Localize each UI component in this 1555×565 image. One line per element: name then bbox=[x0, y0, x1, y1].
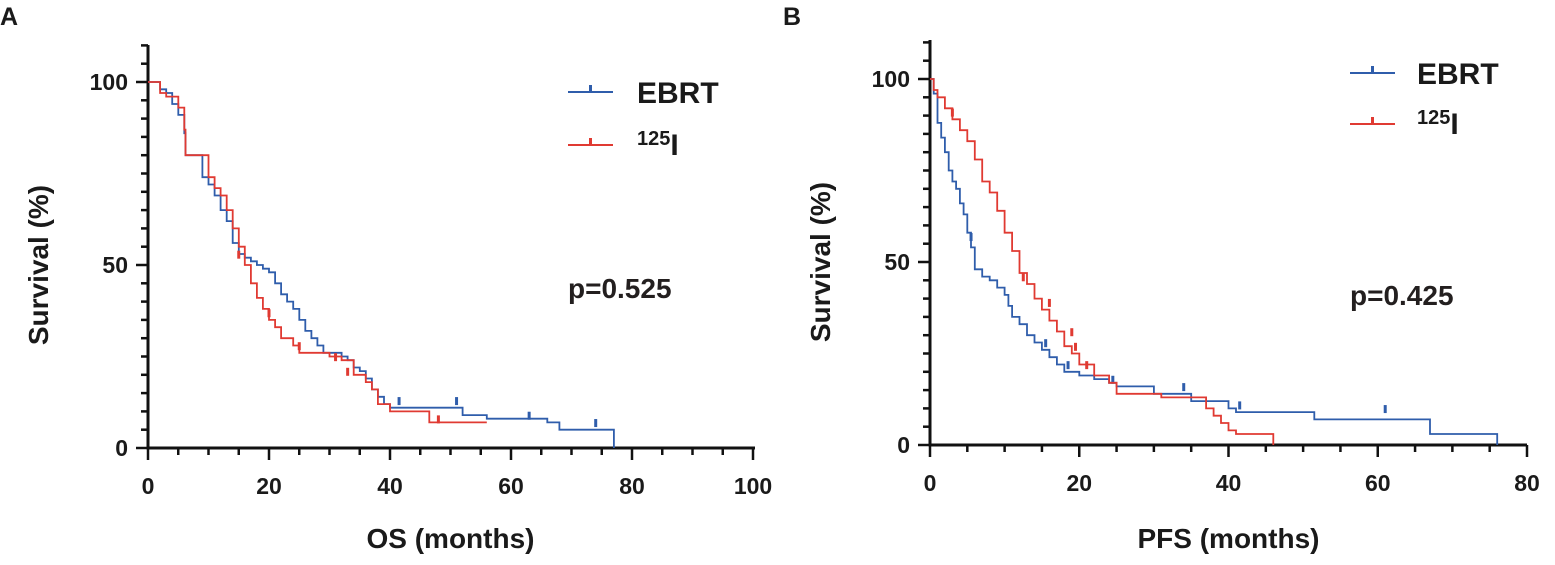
series-125i bbox=[148, 81, 487, 424]
series-line bbox=[930, 78, 1499, 445]
legend-label: EBRT bbox=[637, 77, 719, 110]
p-value-annotation: p=0.525 bbox=[568, 273, 672, 304]
y-axis-title: Survival (%) bbox=[805, 182, 836, 342]
y-tick-label: 100 bbox=[872, 66, 910, 92]
series-line bbox=[930, 78, 1275, 445]
x-tick-label: 20 bbox=[1066, 470, 1092, 496]
legend-item-125i: 125I bbox=[568, 128, 679, 162]
x-tick-label: 0 bbox=[924, 470, 937, 496]
x-tick-label: 80 bbox=[619, 473, 645, 499]
legend-label: 125I bbox=[1417, 107, 1459, 141]
y-tick-label: 0 bbox=[115, 435, 128, 461]
panel-label: B bbox=[783, 3, 801, 31]
x-tick-label: 20 bbox=[256, 473, 282, 499]
series-ebrt bbox=[930, 78, 1499, 445]
x-tick-label: 60 bbox=[498, 473, 524, 499]
series-line bbox=[148, 81, 615, 448]
y-tick-label: 50 bbox=[884, 249, 910, 275]
y-tick-label: 0 bbox=[897, 432, 910, 458]
series-ebrt bbox=[148, 81, 615, 448]
series-line bbox=[148, 81, 487, 424]
series-125i bbox=[930, 78, 1275, 445]
legend: EBRT 125I bbox=[568, 77, 719, 162]
x-axis-title: PFS (months) bbox=[1138, 523, 1320, 554]
x-tick-label: 100 bbox=[734, 473, 772, 499]
y-axis-title: Survival (%) bbox=[23, 185, 54, 345]
x-tick-label: 80 bbox=[1514, 470, 1540, 496]
legend-item-ebrt: EBRT bbox=[568, 77, 719, 110]
legend: EBRT 125I bbox=[1350, 58, 1499, 141]
legend-item-125i: 125I bbox=[1350, 107, 1459, 141]
x-tick-label: 40 bbox=[1216, 470, 1242, 496]
legend-label: EBRT bbox=[1417, 58, 1499, 91]
panel-label: A bbox=[0, 3, 18, 31]
x-tick-label: 0 bbox=[142, 473, 155, 499]
chart-panel-a: A 0 50 100 0 20 40 60 80 100 Survival (%) OS (month… bbox=[0, 3, 772, 554]
x-tick-label: 60 bbox=[1365, 470, 1391, 496]
y-tick-label: 100 bbox=[90, 69, 128, 95]
y-tick-label: 50 bbox=[102, 252, 128, 278]
chart-panel-b: B 0 50 100 0 20 40 60 80 Survival (%) PFS (months)… bbox=[783, 3, 1540, 554]
p-value-annotation: p=0.425 bbox=[1350, 280, 1454, 311]
legend-label: 125I bbox=[637, 128, 679, 162]
legend-item-ebrt: EBRT bbox=[1350, 58, 1499, 91]
x-tick-label: 40 bbox=[377, 473, 403, 499]
x-axis-title: OS (months) bbox=[367, 523, 535, 554]
